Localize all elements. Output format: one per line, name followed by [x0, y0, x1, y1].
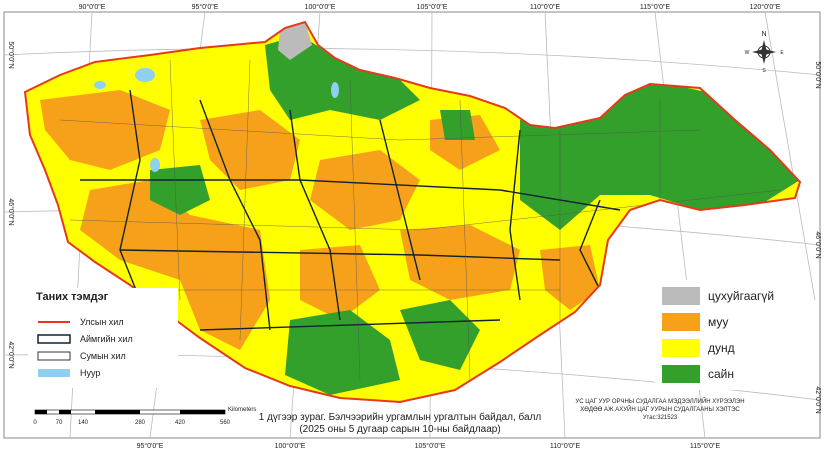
compass-label: E	[780, 50, 784, 56]
class-label: дунд	[708, 341, 735, 355]
map-regions	[25, 22, 800, 402]
class-swatch	[662, 287, 700, 305]
caption: 1 дүгээр зураг. Бэлчээрийн ургамлын урга…	[259, 411, 542, 423]
latitude-label: 50°0'0"N	[814, 61, 822, 88]
compass-label: N	[761, 31, 766, 38]
scale-labels: 0 70 140 280 420 560	[33, 420, 230, 426]
longitude-label: 95°0'0"E	[192, 3, 219, 11]
longitude-label: 105°0'0"E	[415, 442, 446, 450]
legend-symbol	[37, 334, 71, 344]
compass-label: S	[762, 68, 766, 74]
scale-label: 280	[135, 420, 146, 426]
latitude-label: 50°0'0"N	[7, 41, 15, 68]
no-data-area	[278, 22, 312, 60]
scale-label: 420	[175, 420, 186, 426]
legend-label: Аймгийн хил	[80, 334, 133, 344]
caption: (2025 оны 5 дугаар сарын 10-ны байдлаар)	[299, 423, 500, 435]
longitude-label: 115°0'0"E	[690, 442, 721, 450]
longitude-label: 120°0'0"E	[750, 3, 781, 11]
legend-label: Сумын хил	[80, 351, 126, 361]
scale-label: 140	[78, 420, 89, 426]
organization: ХӨДӨӨ АЖ АХУЙН ЦАГ УУРЫН СУДАЛГААНЫ ХЭЛТ…	[580, 405, 740, 413]
class-swatch	[662, 313, 700, 331]
frame	[3, 11, 821, 439]
scale-label: 0	[33, 420, 37, 426]
longitude-label: 105°0'0"E	[417, 3, 448, 11]
legend-label: Нуур	[80, 368, 100, 378]
latitude-label: 46°0'0"N	[814, 231, 822, 258]
latitude-label: 46°0'0"N	[7, 198, 15, 225]
scale-bar	[34, 409, 226, 415]
compass-label: W	[745, 50, 750, 56]
class-label: сайн	[708, 367, 734, 381]
longitude-label: 95°0'0"E	[137, 442, 164, 450]
compass: N S E W	[745, 31, 785, 74]
longitude-label: 115°0'0"E	[640, 3, 671, 11]
class-swatch	[662, 365, 700, 383]
scale-label: 70	[56, 420, 63, 426]
class-swatch	[662, 339, 700, 357]
longitude-label: 110°0'0"E	[530, 3, 561, 11]
legend-title: Таних тэмдэг	[36, 291, 109, 303]
lakes	[94, 68, 339, 172]
longitude-label: 100°0'0"E	[305, 3, 336, 11]
latitude-label: 42°0'0"N	[7, 341, 15, 368]
coordinate-labels: 90°0'0"E 95°0'0"E 100°0'0"E 105°0'0"E 110°0'…	[7, 3, 822, 450]
longitude-label: 110°0'0"E	[550, 442, 581, 450]
poor-areas	[40, 90, 600, 350]
scale-unit: Kilometers	[228, 407, 256, 413]
latitude-label: 42°0'0"N	[814, 386, 822, 413]
scale-label: 560	[220, 420, 231, 426]
organization: Утас:321523	[643, 415, 678, 421]
organization: УС ЦАГ УУР ОРЧНЫ СУДАЛГАА МЭДЭЭЛЛИЙН ХҮР…	[575, 397, 744, 405]
class-label: цухуйгаагүй	[708, 289, 774, 303]
longitude-label: 90°0'0"E	[79, 3, 106, 11]
class-label: муу	[708, 315, 728, 329]
legend-symbol	[37, 351, 71, 361]
longitude-label: 100°0'0"E	[275, 442, 306, 450]
legend-symbol	[38, 369, 70, 377]
legend-label: Улсын хил	[80, 317, 124, 327]
